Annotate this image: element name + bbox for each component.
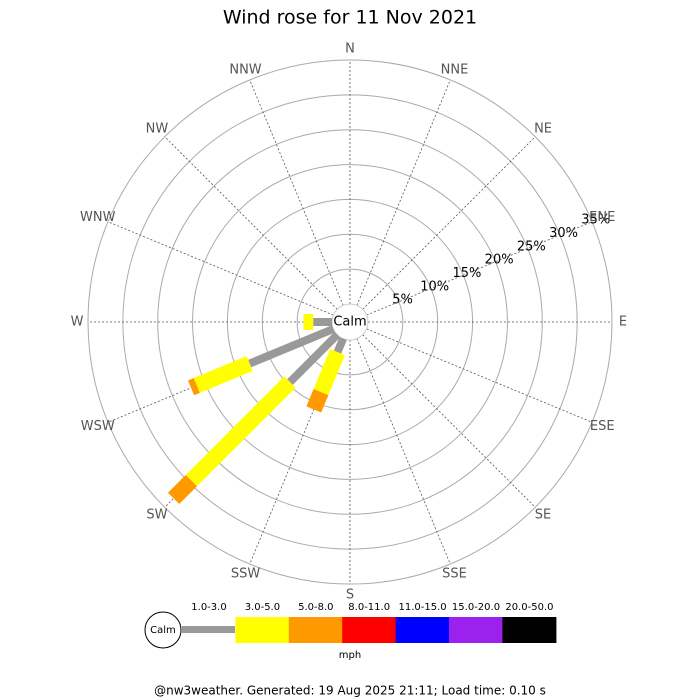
footer: @nw3weather. Generated: 19 Aug 2025 21:1…: [154, 684, 546, 698]
spoke: [366, 328, 593, 423]
spoke: [366, 221, 593, 316]
bar-segment: [333, 337, 347, 354]
direction-label: NE: [534, 121, 552, 136]
ring: [87, 59, 613, 585]
legend-swatch: [235, 617, 290, 643]
bar-segment: [187, 378, 200, 396]
unit-label: mph: [339, 650, 361, 661]
legend-swatch: [449, 617, 503, 643]
chart-title: Wind rose for 11 Nov 2021: [223, 7, 477, 29]
spoke: [164, 136, 338, 310]
direction-label: ENE: [589, 210, 615, 225]
legend-label: 11.0-15.0: [399, 602, 447, 613]
r-tick-label: 35%: [581, 213, 610, 228]
spoke: [249, 79, 344, 306]
spoke: [362, 334, 536, 508]
bar-segment: [167, 474, 198, 505]
bar-segment: [193, 356, 253, 393]
direction-label: S: [346, 588, 354, 603]
legend-calm: [144, 611, 182, 649]
bar-segment: [287, 331, 341, 385]
spoke: [362, 136, 536, 310]
direction-label: NW: [146, 121, 169, 136]
legend-label: 20.0-50.0: [505, 602, 553, 613]
spoke: [356, 338, 451, 565]
legend-calm-label: Calm: [150, 625, 176, 636]
r-tick-label: 5%: [392, 293, 413, 308]
direction-label: WSW: [81, 419, 115, 434]
legend-swatch: [288, 617, 343, 643]
bar-segment: [306, 389, 329, 413]
direction-label: SSE: [442, 567, 467, 582]
direction-label: SE: [535, 508, 551, 523]
direction-label: ESE: [590, 419, 615, 434]
calm-label: Calm: [333, 315, 366, 330]
direction-label: E: [619, 315, 627, 330]
legend-label: 1.0-3.0: [191, 602, 226, 613]
legend-swatch: [182, 626, 235, 633]
direction-label: WNW: [80, 210, 116, 225]
ring: [296, 268, 404, 376]
bar-segment: [303, 314, 314, 330]
direction-label: NNE: [441, 62, 469, 77]
direction-label: SW: [146, 508, 167, 523]
legend-label: 5.0-8.0: [298, 602, 333, 613]
ring: [157, 129, 543, 515]
legend-swatch: [342, 617, 397, 643]
bar-segment: [248, 325, 335, 368]
bar-segment: [313, 349, 345, 396]
direction-label: SSW: [231, 567, 261, 582]
r-tick-label: 25%: [517, 239, 546, 254]
spoke: [107, 221, 334, 316]
direction-label: N: [345, 42, 355, 57]
bar-segment: [313, 318, 332, 326]
direction-label: NNW: [229, 62, 261, 77]
ring: [192, 164, 508, 480]
bar-segment: [185, 376, 296, 487]
legend-swatch: [395, 617, 450, 643]
legend-label: 15.0-20.0: [452, 602, 500, 613]
r-tick-label: 20%: [485, 253, 514, 268]
direction-label: W: [71, 315, 84, 330]
spoke: [356, 79, 451, 306]
legend-label: 3.0-5.0: [245, 602, 280, 613]
legend-label: 8.0-11.0: [348, 602, 390, 613]
legend-swatch: [502, 617, 557, 643]
